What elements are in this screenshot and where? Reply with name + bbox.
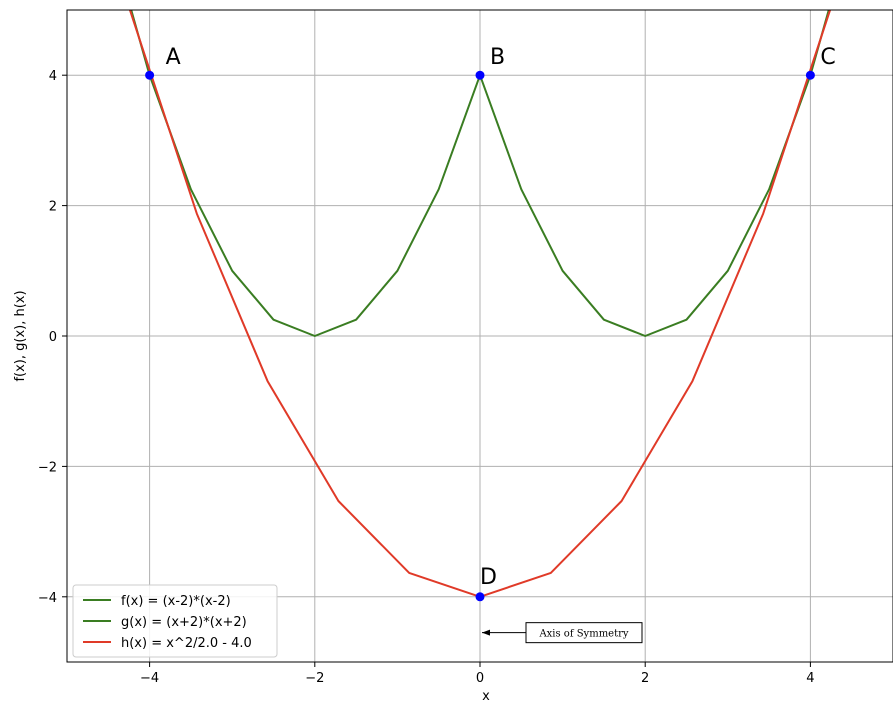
x-tick-label: −4 [140, 671, 159, 686]
legend-label-2: g(x) = (x+2)*(x+2) [121, 615, 247, 630]
y-tick-label: 2 [49, 200, 57, 215]
point-label-d: D [480, 565, 497, 590]
point-marker-c [806, 71, 815, 80]
x-axis-label: x [482, 689, 490, 704]
x-tick-label: 0 [476, 671, 484, 686]
points-layer: A B C D [145, 45, 836, 601]
x-tick-label: −2 [305, 671, 324, 686]
legend-label-1: f(x) = (x-2)*(x-2) [121, 594, 231, 609]
legend: f(x) = (x-2)*(x-2) g(x) = (x+2)*(x+2) h(x)… [73, 585, 277, 657]
y-tick-label: −4 [38, 591, 57, 606]
point-label-c: C [820, 45, 835, 70]
y-tick-label: 4 [49, 69, 57, 84]
point-label-a: A [166, 45, 181, 70]
x-tick-label: 2 [641, 671, 649, 686]
point-label-b: B [490, 45, 505, 70]
point-marker-d [476, 592, 485, 601]
point-marker-a [145, 71, 154, 80]
annotation-text: Axis of Symmetry [538, 629, 628, 640]
annotation-layer: Axis of Symmetry [482, 623, 642, 643]
point-marker-b [476, 71, 485, 80]
series-line-2 [67, 0, 480, 336]
y-axis-label: f(x), g(x), h(x) [13, 290, 28, 381]
y-tick-label: 0 [49, 330, 57, 345]
legend-label-3: h(x) = x^2/2.0 - 4.0 [121, 636, 252, 651]
x-tick-label: 4 [806, 671, 814, 686]
y-tick-label: −2 [38, 460, 57, 475]
